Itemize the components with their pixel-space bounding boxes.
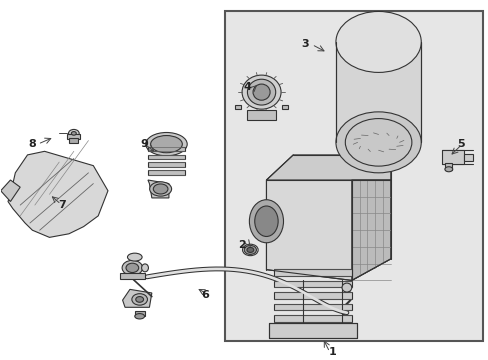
Ellipse shape	[71, 132, 76, 135]
Polygon shape	[273, 281, 351, 287]
Ellipse shape	[150, 135, 182, 153]
Polygon shape	[351, 180, 390, 280]
Polygon shape	[148, 154, 184, 159]
Polygon shape	[273, 292, 351, 299]
Bar	[444, 163, 451, 170]
Ellipse shape	[335, 112, 420, 173]
Ellipse shape	[335, 12, 420, 72]
Ellipse shape	[132, 294, 147, 305]
Ellipse shape	[149, 182, 171, 196]
Polygon shape	[148, 162, 184, 167]
Ellipse shape	[127, 253, 142, 261]
Ellipse shape	[142, 264, 148, 272]
Ellipse shape	[135, 314, 144, 319]
Bar	[224, 12, 483, 341]
Ellipse shape	[252, 84, 269, 100]
Polygon shape	[335, 42, 420, 142]
Ellipse shape	[136, 297, 143, 302]
Text: 6: 6	[201, 290, 209, 300]
Polygon shape	[0, 180, 20, 202]
Polygon shape	[282, 105, 288, 109]
Text: 7: 7	[58, 200, 65, 210]
Polygon shape	[148, 180, 168, 198]
Polygon shape	[8, 151, 108, 237]
Text: 8: 8	[28, 139, 36, 149]
Polygon shape	[148, 147, 184, 151]
Text: 1: 1	[328, 347, 335, 357]
Polygon shape	[273, 269, 351, 276]
Ellipse shape	[247, 79, 275, 105]
Bar	[67, 134, 80, 139]
Polygon shape	[266, 155, 390, 280]
Text: 5: 5	[457, 139, 465, 149]
Polygon shape	[148, 170, 184, 175]
Ellipse shape	[126, 263, 139, 273]
Text: 3: 3	[301, 39, 308, 49]
Ellipse shape	[341, 283, 351, 292]
Polygon shape	[268, 323, 356, 338]
Text: 2: 2	[238, 239, 245, 249]
Ellipse shape	[145, 132, 187, 156]
Bar	[441, 150, 463, 164]
Ellipse shape	[444, 167, 452, 172]
Ellipse shape	[244, 246, 256, 255]
Ellipse shape	[68, 130, 79, 137]
Ellipse shape	[122, 260, 142, 275]
Ellipse shape	[153, 184, 167, 194]
Polygon shape	[234, 105, 241, 109]
Polygon shape	[135, 311, 144, 316]
Text: 9: 9	[141, 139, 148, 149]
Bar	[463, 154, 472, 161]
Bar	[246, 110, 276, 120]
Ellipse shape	[254, 206, 278, 237]
Text: 4: 4	[243, 82, 250, 92]
Bar	[69, 138, 78, 143]
Ellipse shape	[242, 75, 281, 109]
Polygon shape	[120, 273, 144, 279]
Polygon shape	[273, 304, 351, 310]
Polygon shape	[266, 155, 390, 180]
Polygon shape	[122, 289, 152, 307]
Polygon shape	[273, 315, 351, 321]
Ellipse shape	[246, 247, 253, 252]
Ellipse shape	[249, 200, 283, 243]
